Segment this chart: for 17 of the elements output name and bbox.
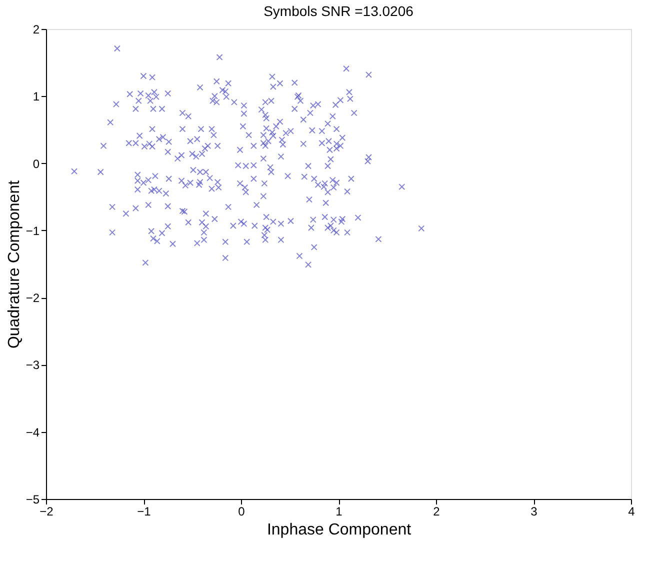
x-tick-label: 4	[628, 504, 636, 518]
x-tick-label: 2	[433, 504, 440, 518]
x-axis-title: Inphase Component	[266, 522, 412, 538]
y-axis-title: Quadrature Component	[6, 180, 23, 349]
y-tick-label: −3	[26, 358, 40, 372]
x-tick-label: 0	[238, 504, 246, 518]
x-tick-label: −1	[137, 504, 152, 518]
chart-title: Symbols SNR =13.0206	[264, 3, 414, 19]
y-tick-label: 1	[32, 90, 40, 104]
y-tick-label: −2	[26, 291, 40, 306]
y-tick-label: −5	[26, 492, 40, 506]
x-tick-label: 3	[530, 504, 538, 518]
y-tick-label: 0	[32, 156, 40, 171]
y-tick-label: −4	[26, 425, 40, 440]
y-tick-label: 2	[32, 22, 40, 36]
x-tick-label: 1	[336, 504, 343, 518]
y-tick-label: −1	[26, 224, 40, 238]
